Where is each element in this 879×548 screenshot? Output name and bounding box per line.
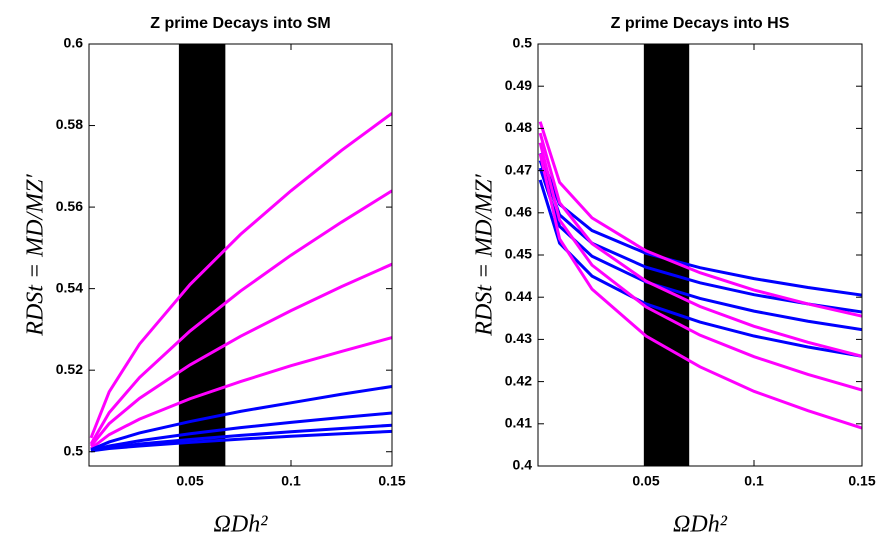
x-tick-label: 0.1 (744, 473, 764, 489)
curve (90, 336, 392, 450)
x-tick-label: 0.1 (281, 473, 301, 489)
curve (538, 121, 862, 318)
axes-box (537, 43, 863, 467)
curve (538, 142, 862, 392)
y-tick-label: 0.4 (513, 457, 533, 473)
chart-title: Z prime Decays into HS (611, 15, 790, 32)
curve (538, 132, 862, 358)
y-axis-label: RDSt = MD/MZ′ (472, 174, 498, 337)
x-axis-label: ΩDh² (214, 512, 269, 538)
x-tick-label: 0.15 (378, 473, 405, 489)
y-tick-label: 0.52 (56, 361, 83, 377)
curve (89, 262, 392, 447)
x-tick-label: 0.05 (632, 473, 659, 489)
curve (90, 411, 392, 452)
y-tick-label: 0.5 (64, 442, 84, 458)
curve (90, 385, 392, 452)
curve (538, 153, 862, 430)
chart-title: Z prime Decays into SM (150, 15, 331, 32)
y-tick-label: 0.43 (505, 330, 532, 346)
y-axis-label: RDSt = MD/MZ′ (23, 174, 49, 337)
y-tick-label: 0.47 (505, 161, 532, 177)
curve (90, 429, 392, 453)
y-tick-label: 0.58 (56, 116, 83, 132)
curve (89, 112, 392, 439)
curve (538, 167, 862, 332)
y-tick-label: 0.5 (513, 35, 533, 51)
y-tick-label: 0.44 (505, 288, 532, 304)
x-axis-label: ΩDh² (673, 512, 728, 538)
axes-box (88, 43, 393, 467)
x-tick-label: 0.15 (848, 473, 875, 489)
y-tick-label: 0.45 (505, 246, 532, 262)
y-tick-label: 0.56 (56, 198, 83, 214)
curve (89, 189, 392, 445)
y-tick-label: 0.48 (505, 119, 532, 135)
y-tick-label: 0.49 (505, 77, 532, 93)
y-tick-label: 0.42 (505, 372, 532, 388)
y-tick-label: 0.6 (64, 35, 84, 51)
y-tick-label: 0.41 (505, 415, 532, 431)
y-tick-label: 0.46 (505, 204, 532, 220)
x-tick-label: 0.05 (176, 473, 203, 489)
y-tick-label: 0.54 (56, 279, 83, 295)
